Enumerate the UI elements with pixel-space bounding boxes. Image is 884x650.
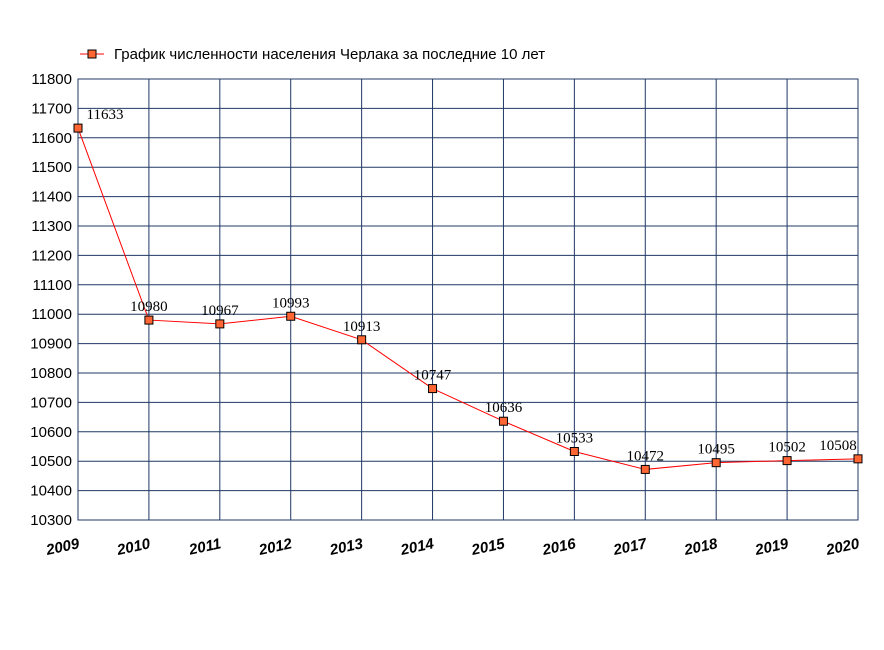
- data-point-marker: [286, 311, 296, 321]
- y-tick-label: 10900: [30, 336, 72, 353]
- data-label: 10502: [768, 440, 806, 456]
- y-tick-label: 11300: [31, 218, 72, 235]
- x-tick-label: 2018: [682, 535, 720, 559]
- series-polyline: [77, 127, 859, 470]
- y-tick-label: 10700: [30, 394, 72, 411]
- x-tick-label: 2015: [469, 535, 507, 559]
- x-tick-label: 2010: [115, 535, 153, 559]
- y-tick-label: 11000: [31, 306, 72, 323]
- data-point-marker: [215, 319, 225, 329]
- data-label: 10636: [485, 400, 523, 416]
- plot-frame: [77, 78, 859, 521]
- x-tick-label: 2012: [256, 535, 294, 559]
- data-label: 10495: [697, 442, 735, 458]
- data-point-marker: [73, 123, 83, 133]
- grid: [77, 78, 859, 521]
- y-tick-label: 11100: [33, 277, 73, 294]
- data-point-marker: [782, 456, 792, 466]
- y-tick-label: 10400: [30, 483, 72, 500]
- data-point-marker: [498, 416, 508, 426]
- x-tick-label: 2016: [540, 535, 578, 559]
- data-labels: 11633 10980 10967 10993 10913 10747 10636 10533…: [87, 107, 857, 464]
- legend-entry-label: График численности населения Черлака за …: [114, 46, 545, 63]
- y-tick-label: 11200: [31, 247, 72, 264]
- y-tick-label: 11600: [31, 130, 72, 147]
- y-tick-label: 11500: [31, 159, 72, 176]
- data-label: 10472: [627, 448, 665, 464]
- x-tick-label: 2020: [824, 535, 862, 559]
- data-point-marker: [640, 464, 650, 474]
- x-tick-label: 2019: [753, 535, 791, 559]
- data-label: 10967: [201, 303, 239, 319]
- x-tick-label: 2009: [44, 535, 82, 559]
- x-tick-label: 2017: [611, 535, 649, 559]
- y-tick-label: 11700: [31, 100, 72, 117]
- data-point-marker: [853, 454, 863, 464]
- y-tick-label: 10800: [30, 365, 72, 382]
- y-tick-label: 10600: [30, 424, 72, 441]
- y-tick-label: 11800: [31, 71, 72, 88]
- y-tick-label: 10300: [30, 512, 72, 529]
- data-label: 11633: [87, 107, 124, 123]
- data-label: 10747: [414, 368, 452, 384]
- data-point-marker: [144, 315, 154, 325]
- x-tick-label: 2014: [398, 535, 436, 559]
- data-point-marker: [428, 384, 438, 394]
- legend-marker: [87, 49, 97, 59]
- data-label: 10533: [556, 430, 594, 446]
- data-label: 10508: [819, 438, 857, 454]
- data-label: 10913: [343, 319, 381, 335]
- y-axis-ticks: 10300 10400 10500 10600 10700 10800 10900 11000…: [30, 71, 72, 529]
- data-point-marker: [357, 335, 367, 345]
- data-point-marker: [711, 458, 721, 468]
- x-tick-label: 2013: [327, 535, 365, 559]
- data-label: 10993: [272, 295, 310, 311]
- x-axis-ticks: 2009 2010 2011 2012 2013 2014 2015 2016 2017 2018…: [44, 535, 862, 559]
- x-tick-label: 2011: [187, 535, 223, 559]
- data-point-marker: [569, 446, 579, 456]
- series-line: [73, 123, 863, 474]
- y-tick-label: 10500: [30, 453, 72, 470]
- legend: График численности населения Черлака за …: [80, 46, 545, 63]
- data-label: 10980: [130, 299, 168, 315]
- y-tick-label: 11400: [31, 189, 72, 206]
